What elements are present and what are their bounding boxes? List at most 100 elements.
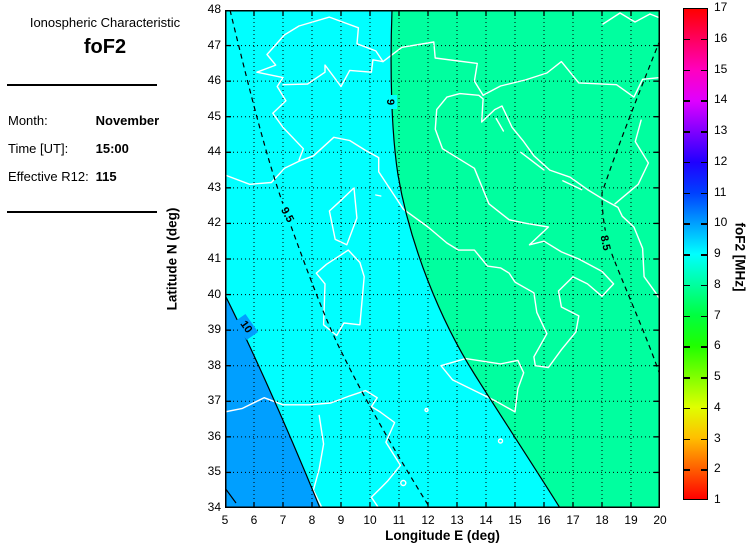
y-tick-label: 38: [207, 357, 221, 372]
colorbar-tick-label: 14: [714, 92, 728, 107]
x-tick-label: 20: [653, 513, 667, 527]
r12-label: Effective R12:: [8, 169, 89, 184]
colorbar-tick: [684, 284, 690, 287]
label-gap: [275, 201, 299, 229]
plot-frame: [225, 10, 660, 508]
contour-label-text: 8.5: [598, 234, 613, 251]
colorbar-tick-label: 15: [714, 61, 728, 76]
x-tick-label: 18: [595, 513, 609, 527]
divider: [7, 84, 157, 86]
border-switzerland-italy: [282, 59, 384, 88]
x-tick-label: 14: [479, 513, 493, 527]
x-tick-label: 12: [421, 513, 435, 527]
label-gap: [233, 313, 259, 341]
colorbar-tick: [684, 315, 690, 317]
colorbar-tick: [684, 469, 690, 471]
colorbar-tick-label: 1: [714, 492, 721, 506]
x-tick-label: 9: [337, 513, 345, 527]
r12-value: 115: [95, 169, 117, 184]
colorbar-tick: [701, 100, 707, 102]
colorbar-tick: [684, 131, 690, 133]
coastline-sicily: [440, 357, 525, 413]
x-tick-label: 8: [308, 513, 316, 527]
colorbar-tick-label: 8: [714, 276, 721, 291]
colorbar-tick: [684, 254, 690, 256]
colorbar-tick-label: 13: [714, 123, 728, 137]
time-row: Time [UT]: 15:00: [8, 141, 129, 156]
label-gap: [383, 95, 397, 109]
colorbar-tick-label: 12: [714, 153, 728, 168]
colorbar-tick: [701, 254, 707, 256]
colorbar-tick-label: 2: [714, 461, 721, 476]
y-tick-label: 45: [207, 108, 221, 123]
coastline-north-africa: [225, 389, 402, 508]
y-tick-label: 43: [207, 179, 221, 194]
month-value: November: [95, 113, 160, 128]
x-tick-label: 13: [450, 513, 464, 527]
x-tick-label: 7: [279, 513, 287, 527]
y-tick-label: 46: [207, 73, 221, 88]
colorbar-tick-label: 9: [714, 246, 721, 260]
colorbar-tick: [701, 131, 707, 133]
month-label: Month:: [8, 113, 48, 128]
colorbar-tick: [684, 223, 690, 225]
y-tick-label: 35: [207, 464, 221, 479]
island-kerkennah: [400, 479, 407, 487]
colorbar-tick: [701, 192, 707, 194]
characteristic-name: foF2: [83, 36, 127, 58]
border-alps-west: [256, 16, 484, 161]
y-tick-label: 39: [207, 322, 221, 337]
colorbar-tick: [701, 315, 707, 317]
x-tick-label: 11: [392, 513, 406, 527]
info-panel: Ionospheric Characteristic foF2 Month: N…: [0, 0, 215, 551]
coastlines: [225, 12, 660, 508]
x-axis-title: Longitude E (deg): [385, 528, 500, 543]
y-tick-label: 44: [207, 144, 221, 159]
islands-dalmatia-2: [562, 180, 583, 191]
y-tick-label: 42: [207, 215, 221, 230]
colorbar-tick: [701, 377, 707, 379]
contour-10: [225, 294, 321, 508]
contour-label-text: 10: [238, 319, 255, 336]
time-label: Time [UT]:: [8, 141, 69, 156]
island-elba: [375, 194, 382, 197]
contour-8p5: [601, 39, 660, 376]
x-tick-label: 6: [250, 513, 258, 527]
colorbar-tick: [701, 38, 707, 41]
x-tick-label: 19: [624, 513, 638, 527]
border-hungary: [602, 12, 660, 25]
month-row: Month: November: [8, 113, 159, 128]
border-algeria-tunisia: [312, 414, 325, 508]
contour-label-9p5: 9.5: [275, 201, 299, 229]
r12-row: Effective R12: 115: [8, 169, 117, 184]
divider: [7, 211, 157, 213]
y-tick-label: 41: [207, 251, 221, 265]
y-tick-label: 48: [207, 2, 221, 16]
contour-9p5: [229, 10, 431, 508]
border-dinaric: [614, 119, 650, 205]
colorbar-tick: [684, 192, 690, 194]
colorbar-tick: [701, 161, 707, 164]
colorbar-tick: [701, 223, 707, 225]
colorbar-tick: [684, 100, 690, 102]
contour-label-9: 9: [383, 95, 397, 109]
island-pantelleria: [424, 407, 429, 413]
islands-dalmatia-1: [520, 151, 545, 171]
colorbar-tick: [684, 377, 690, 379]
colorbar-tick-label: 10: [714, 215, 728, 230]
colorbar-tick: [684, 69, 690, 71]
colorbar-tick: [701, 284, 707, 287]
x-tick-label: 17: [566, 513, 580, 527]
colorbar-tick-label: 7: [714, 307, 721, 322]
colorbar-tick-label: 16: [714, 30, 728, 45]
colorbar-tick-label: 3: [714, 430, 721, 445]
colorbar-tick: [684, 346, 690, 348]
coastline-sardinia: [315, 249, 365, 337]
coastline-corsica: [328, 187, 358, 246]
colorbar-tick: [701, 69, 707, 71]
colorbar-tick: [701, 346, 707, 348]
y-tick-label: 40: [207, 286, 221, 301]
y-axis-title: Latitude N (deg): [164, 207, 180, 311]
island-malta: [497, 438, 504, 444]
